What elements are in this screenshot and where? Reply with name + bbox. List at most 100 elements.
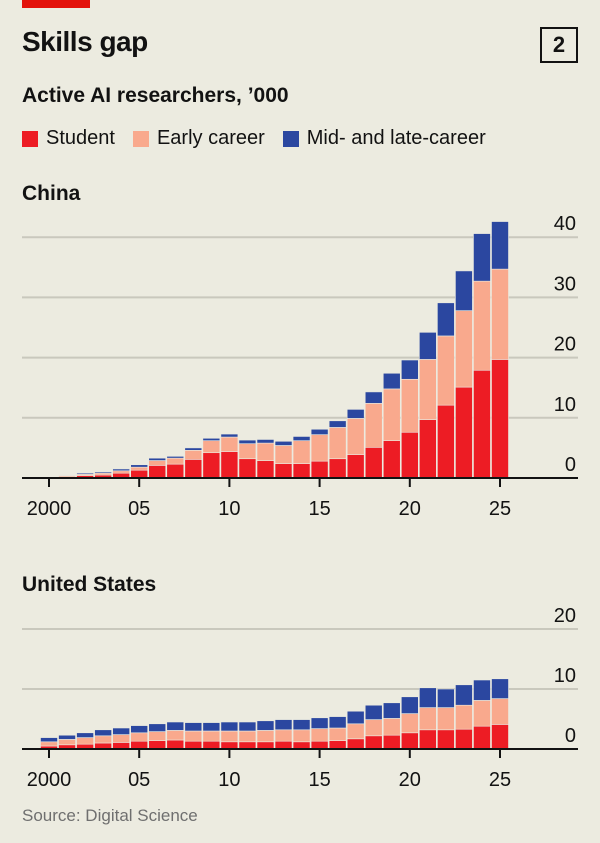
bar-mid-and-late-career-2014 (292, 719, 311, 731)
bar-early-career-2024 (473, 280, 491, 371)
bar-student-2009 (202, 740, 221, 750)
bar-student-2005 (130, 469, 148, 479)
bar-mid-and-late-career-2003 (94, 729, 112, 737)
bar-student-2012 (256, 741, 275, 750)
bar-student-2018 (364, 735, 383, 750)
bar-mid-and-late-career-2011 (238, 439, 257, 444)
bar-mid-and-late-career-2010 (220, 721, 239, 732)
bar-early-career-2015 (310, 434, 329, 462)
legend-swatch (282, 130, 299, 147)
legend-swatch (132, 130, 149, 147)
bar-student-2012 (256, 460, 275, 479)
x-tick-label: 20 (399, 769, 421, 791)
bar-mid-and-late-career-2000 (40, 475, 58, 478)
bar-student-2013 (274, 740, 293, 750)
bar-mid-and-late-career-2011 (238, 721, 257, 732)
bar-early-career-2021 (419, 707, 437, 731)
bar-student-2010 (220, 741, 239, 750)
bar-mid-and-late-career-2004 (112, 468, 130, 472)
chart-subtitle: Active AI researchers, ’000 (22, 84, 289, 107)
bar-early-career-2005 (130, 732, 148, 742)
bar-mid-and-late-career-2023 (455, 270, 473, 311)
bar-early-career-2022 (437, 335, 455, 406)
bar-student-2019 (382, 440, 401, 479)
bar-student-2007 (166, 739, 185, 750)
legend-item-student: Student (22, 127, 115, 150)
bar-early-career-2011 (238, 443, 257, 460)
y-tick-label: 30 (554, 273, 576, 295)
bar-mid-and-late-career-2005 (130, 464, 148, 468)
bar-mid-and-late-career-2014 (292, 436, 311, 441)
bar-mid-and-late-career-2021 (419, 687, 437, 708)
bar-mid-and-late-career-2020 (400, 359, 419, 380)
bar-student-2019 (382, 734, 401, 750)
bar-early-career-2014 (292, 729, 311, 743)
bar-mid-and-late-career-2016 (328, 716, 347, 729)
bar-mid-and-late-career-2022 (437, 302, 455, 337)
bar-mid-and-late-career-2013 (274, 719, 293, 731)
bar-early-career-2002 (76, 737, 94, 745)
bar-early-career-2006 (148, 460, 167, 466)
bar-student-2021 (419, 419, 437, 479)
chart-title: Skills gap (22, 26, 148, 57)
brand-red-tag (22, 0, 90, 8)
bar-student-2015 (310, 460, 329, 479)
bar-mid-and-late-career-2001 (58, 474, 76, 476)
bar-student-2021 (419, 729, 437, 750)
bar-mid-and-late-career-2020 (400, 696, 419, 714)
bar-mid-and-late-career-2006 (148, 457, 167, 461)
bar-early-career-2010 (220, 730, 239, 743)
bar-early-career-2014 (292, 440, 311, 464)
bar-student-2011 (238, 458, 257, 479)
legend-item-early-career: Early career (132, 127, 265, 150)
bar-early-career-2021 (419, 359, 437, 420)
bar-mid-and-late-career-2025 (491, 678, 509, 699)
bar-early-career-2020 (400, 378, 419, 433)
bar-student-2025 (491, 724, 509, 750)
bar-early-career-2016 (328, 727, 347, 741)
bar-early-career-2025 (491, 268, 509, 360)
bar-early-career-2004 (112, 734, 130, 743)
y-tick-label: 10 (554, 665, 576, 687)
bar-early-career-2012 (256, 442, 275, 461)
bar-early-career-2008 (184, 450, 203, 460)
x-tick-label: 2000 (27, 769, 72, 791)
bar-student-2006 (148, 465, 167, 479)
bar-student-2025 (491, 359, 509, 479)
bar-early-career-2004 (112, 470, 130, 474)
bar-mid-and-late-career-2012 (256, 439, 275, 444)
bar-early-career-2007 (166, 457, 185, 465)
bar-mid-and-late-career-2015 (310, 717, 329, 729)
bar-early-career-2023 (455, 310, 473, 388)
bar-early-career-2008 (184, 730, 203, 742)
bar-student-2016 (328, 458, 347, 479)
bar-student-2008 (184, 740, 203, 750)
bar-early-career-2010 (220, 436, 239, 452)
bar-early-career-2017 (346, 418, 365, 455)
legend-label: Early career (156, 127, 265, 149)
bar-mid-and-late-career-2024 (473, 679, 491, 701)
bar-mid-and-late-career-2002 (76, 472, 94, 475)
bar-mid-and-late-career-2021 (419, 332, 437, 360)
bar-student-2022 (437, 404, 455, 479)
bar-student-2011 (238, 741, 257, 750)
source-note: Source: Digital Science (22, 806, 198, 825)
bar-mid-and-late-career-2019 (382, 702, 401, 719)
bar-mid-and-late-career-2006 (148, 723, 167, 732)
bar-mid-and-late-career-2004 (112, 727, 130, 735)
bar-student-2023 (455, 386, 473, 479)
bar-early-career-2016 (328, 427, 347, 460)
legend-label: Student (46, 127, 115, 149)
bar-mid-and-late-career-2008 (184, 722, 203, 732)
y-tick-label: 10 (554, 394, 576, 416)
bar-mid-and-late-career-2007 (166, 721, 185, 731)
bar-early-career-2015 (310, 728, 329, 742)
bar-mid-and-late-career-2007 (166, 456, 185, 459)
bar-mid-and-late-career-2009 (202, 437, 221, 441)
bar-early-career-2013 (274, 729, 293, 742)
bar-early-career-2020 (400, 713, 419, 734)
bar-early-career-2018 (364, 719, 383, 737)
bar-early-career-2000 (40, 741, 58, 747)
bar-student-2010 (220, 451, 239, 479)
